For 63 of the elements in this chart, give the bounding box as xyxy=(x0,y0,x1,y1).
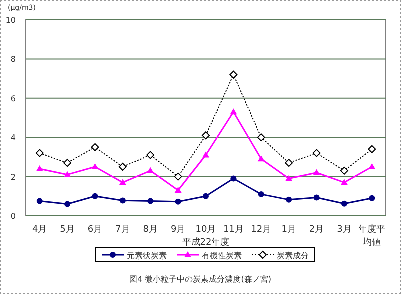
point xyxy=(258,191,264,198)
x-tick-label: 11月 xyxy=(223,225,244,235)
point xyxy=(174,187,182,194)
legend-label: 炭素成分 xyxy=(277,252,309,260)
point xyxy=(230,176,237,182)
point xyxy=(64,201,71,208)
point xyxy=(258,156,265,162)
x-tick-label: 10月 xyxy=(196,225,216,235)
x-tick-label: 12月 xyxy=(251,225,272,235)
point xyxy=(340,166,348,175)
point xyxy=(91,143,100,152)
point xyxy=(286,175,293,182)
x-tick-label: 2月 xyxy=(309,225,324,235)
y-tick-label: 8 xyxy=(10,55,16,64)
x-tick-label: 7月 xyxy=(116,225,130,235)
point xyxy=(340,179,348,186)
point xyxy=(285,159,294,168)
x-tick-label: 6月 xyxy=(88,225,103,235)
point xyxy=(36,198,43,204)
y-tick-label: 10 xyxy=(6,16,16,25)
point xyxy=(202,152,210,158)
x-tick-label: 8月 xyxy=(143,225,158,235)
point xyxy=(313,169,320,176)
point xyxy=(64,171,72,178)
point xyxy=(120,198,126,204)
legend-label: 有機性炭素 xyxy=(202,252,242,260)
point xyxy=(230,108,238,115)
point xyxy=(146,151,155,160)
y-tick-label: 2 xyxy=(10,172,16,182)
point xyxy=(369,195,376,202)
y-tick-label: 0 xyxy=(10,212,16,221)
point xyxy=(175,198,182,205)
x-tick-label: 年度平均値 xyxy=(358,224,386,248)
x-axis-title: 平成22年度 xyxy=(182,237,230,248)
point xyxy=(148,198,154,204)
x-tick-label: 3月 xyxy=(337,225,352,235)
point xyxy=(36,149,44,158)
point xyxy=(312,149,321,158)
x-tick-label: 5月 xyxy=(60,225,75,235)
point xyxy=(368,145,376,154)
point xyxy=(203,193,209,200)
point xyxy=(174,172,182,181)
point xyxy=(64,159,72,168)
point xyxy=(119,179,126,186)
point xyxy=(341,200,348,207)
point xyxy=(286,196,292,203)
point xyxy=(314,194,320,201)
y-tick-label: 6 xyxy=(10,94,16,104)
text: 図4 微小粒子中の炭素成分濃度(森ノ宮) xyxy=(130,275,272,284)
point xyxy=(230,70,238,79)
point xyxy=(147,167,154,174)
y-tick-label: 4 xyxy=(10,134,16,143)
point xyxy=(202,132,210,140)
point xyxy=(92,164,99,170)
point xyxy=(118,163,127,171)
point xyxy=(368,164,376,170)
point xyxy=(36,165,44,172)
legend-label: 元素状炭素 xyxy=(127,252,167,260)
x-tick-label: 1月 xyxy=(282,225,296,235)
point xyxy=(257,134,266,142)
point xyxy=(92,193,98,200)
x-tick-label: 4月 xyxy=(32,225,48,235)
x-tick-label: 9月 xyxy=(170,225,186,235)
